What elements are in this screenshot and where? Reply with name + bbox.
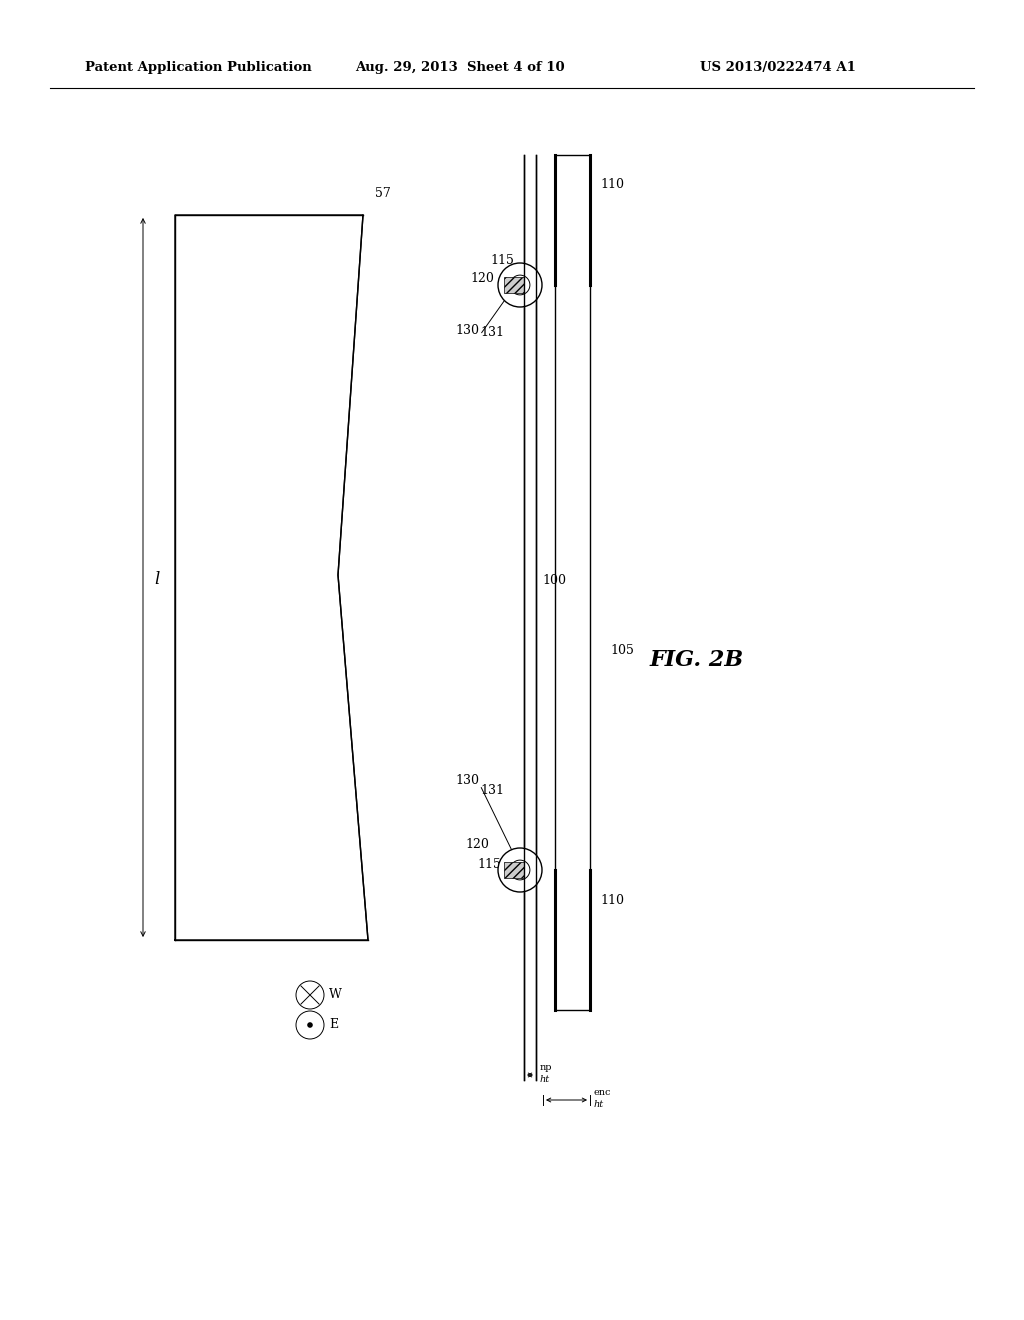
Text: 115: 115 [490,253,514,267]
Text: 110: 110 [600,178,624,191]
Text: 131: 131 [480,326,504,338]
Text: 100: 100 [542,573,566,586]
Circle shape [498,263,542,308]
Text: 110: 110 [600,894,624,907]
Text: 120: 120 [470,272,494,285]
Text: 120: 120 [465,838,488,851]
Circle shape [498,847,542,892]
Text: enc: enc [594,1088,611,1097]
Text: ht: ht [540,1074,550,1084]
Text: 57: 57 [375,187,391,201]
Text: E: E [329,1019,338,1031]
Text: ht: ht [594,1100,604,1109]
Text: 130: 130 [455,774,479,787]
Text: US 2013/0222474 A1: US 2013/0222474 A1 [700,62,856,74]
Bar [504,862,524,878]
Text: 131: 131 [480,784,504,796]
Text: np: np [540,1063,553,1072]
Text: 105: 105 [610,644,634,656]
Text: W: W [329,989,342,1002]
Text: Aug. 29, 2013  Sheet 4 of 10: Aug. 29, 2013 Sheet 4 of 10 [355,62,564,74]
Bar [504,277,524,293]
Text: 115: 115 [477,858,501,870]
Text: FIG. 2B: FIG. 2B [650,649,744,671]
Text: 130: 130 [455,323,479,337]
Text: Patent Application Publication: Patent Application Publication [85,62,311,74]
Circle shape [307,1022,312,1028]
Text: l: l [155,572,160,589]
